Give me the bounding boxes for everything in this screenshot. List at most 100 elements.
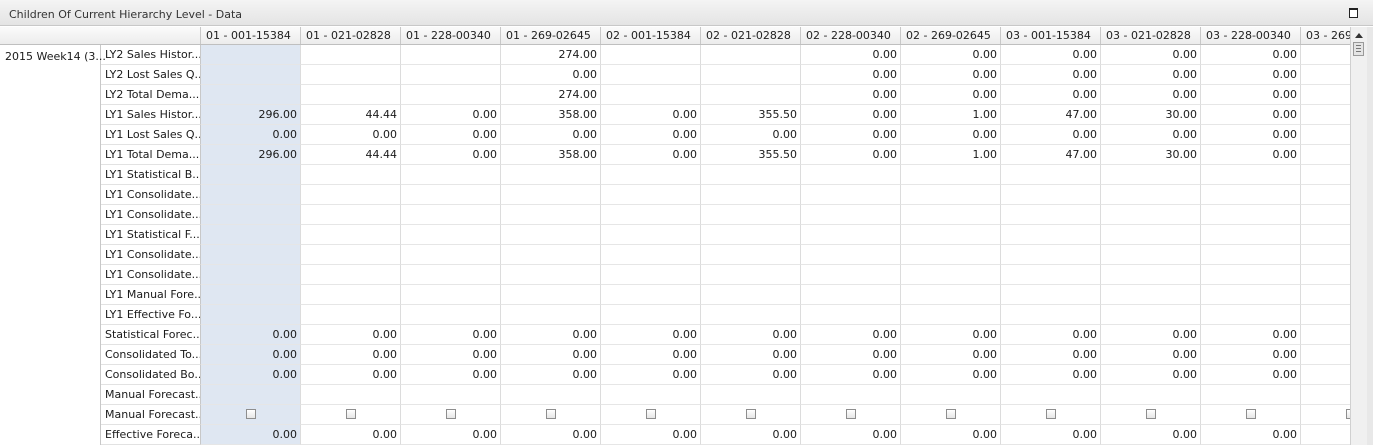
- row-label[interactable]: Statistical Forec...: [101, 325, 201, 345]
- data-cell[interactable]: [701, 405, 801, 425]
- checkbox[interactable]: [346, 409, 356, 419]
- data-cell[interactable]: 44.44: [301, 105, 401, 125]
- data-cell[interactable]: [1201, 265, 1301, 285]
- row-label[interactable]: Effective Foreca...: [101, 425, 201, 445]
- data-cell[interactable]: [1301, 405, 1350, 425]
- checkbox[interactable]: [646, 409, 656, 419]
- data-cell[interactable]: [1101, 225, 1201, 245]
- data-cell[interactable]: 0.00: [401, 145, 501, 165]
- data-cell[interactable]: [201, 185, 301, 205]
- data-cell[interactable]: 0.00: [901, 65, 1001, 85]
- data-cell[interactable]: 0.00: [201, 345, 301, 365]
- data-cell[interactable]: [701, 305, 801, 325]
- data-cell[interactable]: 0.00: [801, 125, 901, 145]
- column-header[interactable]: 02 - 021-02828: [701, 27, 801, 44]
- data-cell[interactable]: [1001, 285, 1101, 305]
- data-cell[interactable]: [401, 285, 501, 305]
- data-cell[interactable]: [801, 305, 901, 325]
- data-cell[interactable]: [201, 405, 301, 425]
- data-cell[interactable]: 0.00: [901, 325, 1001, 345]
- data-cell[interactable]: 0.00: [701, 425, 801, 445]
- data-cell[interactable]: 0.00: [701, 325, 801, 345]
- data-cell[interactable]: 0.00: [1101, 65, 1201, 85]
- data-cell[interactable]: [601, 305, 701, 325]
- data-cell[interactable]: [1101, 405, 1201, 425]
- data-cell[interactable]: 1.00: [901, 105, 1001, 125]
- column-header[interactable]: 03 - 001-15384: [1001, 27, 1101, 44]
- data-cell[interactable]: [301, 205, 401, 225]
- data-cell[interactable]: 0.00: [1001, 45, 1101, 65]
- data-cell[interactable]: [1201, 165, 1301, 185]
- data-cell[interactable]: [1101, 305, 1201, 325]
- data-cell[interactable]: [701, 205, 801, 225]
- data-cell[interactable]: [1001, 185, 1101, 205]
- data-cell[interactable]: [301, 385, 401, 405]
- data-cell[interactable]: [401, 245, 501, 265]
- data-cell[interactable]: 0.00: [401, 345, 501, 365]
- data-cell[interactable]: 0.00: [601, 345, 701, 365]
- data-cell[interactable]: [601, 285, 701, 305]
- data-cell[interactable]: [201, 205, 301, 225]
- data-cell[interactable]: 0.00: [1201, 425, 1301, 445]
- data-cell[interactable]: [601, 165, 701, 185]
- data-cell[interactable]: 0.00: [601, 365, 701, 385]
- data-cell[interactable]: 0.00: [901, 365, 1001, 385]
- checkbox[interactable]: [846, 409, 856, 419]
- data-cell[interactable]: [401, 45, 501, 65]
- data-cell[interactable]: [301, 225, 401, 245]
- data-cell[interactable]: 0.00: [801, 105, 901, 125]
- data-cell[interactable]: 0.00: [1201, 145, 1301, 165]
- data-cell[interactable]: 0.00: [1301, 345, 1350, 365]
- data-cell[interactable]: [501, 225, 601, 245]
- data-cell[interactable]: 0.00: [601, 145, 701, 165]
- data-cell[interactable]: [301, 285, 401, 305]
- data-cell[interactable]: 0.00: [1001, 85, 1101, 105]
- data-cell[interactable]: [1301, 225, 1350, 245]
- data-cell[interactable]: 0.00: [301, 325, 401, 345]
- data-cell[interactable]: 0.00: [501, 125, 601, 145]
- data-cell[interactable]: 296.00: [201, 105, 301, 125]
- data-cell[interactable]: 0.00: [801, 345, 901, 365]
- data-cell[interactable]: 0.00: [401, 105, 501, 125]
- data-cell[interactable]: [701, 185, 801, 205]
- data-cell[interactable]: [801, 265, 901, 285]
- data-cell[interactable]: [501, 305, 601, 325]
- data-cell[interactable]: [1201, 205, 1301, 225]
- data-cell[interactable]: 0.00: [1001, 65, 1101, 85]
- row-label[interactable]: LY1 Effective Fo...: [101, 305, 201, 325]
- column-header[interactable]: 01 - 269-02645: [501, 27, 601, 44]
- data-cell[interactable]: 0.00: [1301, 425, 1350, 445]
- scroll-thumb[interactable]: [1353, 42, 1364, 56]
- data-cell[interactable]: [1201, 225, 1301, 245]
- row-label[interactable]: Manual Forecast...: [101, 405, 201, 425]
- data-cell[interactable]: [401, 305, 501, 325]
- data-cell[interactable]: 355.50: [701, 145, 801, 165]
- data-cell[interactable]: [801, 285, 901, 305]
- data-cell[interactable]: 296.00: [201, 145, 301, 165]
- data-cell[interactable]: 0.00: [201, 325, 301, 345]
- data-cell[interactable]: 0.00: [401, 125, 501, 145]
- data-cell[interactable]: 30.00: [1101, 145, 1201, 165]
- data-cell[interactable]: 0.00: [201, 425, 301, 445]
- data-cell[interactable]: [701, 165, 801, 185]
- data-cell[interactable]: 0.00: [801, 145, 901, 165]
- row-label[interactable]: LY1 Statistical F...: [101, 225, 201, 245]
- data-cell[interactable]: [501, 265, 601, 285]
- data-cell[interactable]: [801, 225, 901, 245]
- data-cell[interactable]: 358.00: [501, 145, 601, 165]
- data-cell[interactable]: [1201, 245, 1301, 265]
- vertical-scrollbar[interactable]: [1350, 27, 1367, 445]
- data-cell[interactable]: [1301, 85, 1350, 105]
- data-cell[interactable]: 0.00: [301, 365, 401, 385]
- column-header[interactable]: 02 - 001-15384: [601, 27, 701, 44]
- row-label[interactable]: LY1 Sales Histor...: [101, 105, 201, 125]
- data-cell[interactable]: [301, 265, 401, 285]
- data-cell[interactable]: 0.00: [801, 65, 901, 85]
- data-cell[interactable]: 0.00: [1201, 85, 1301, 105]
- data-cell[interactable]: [1101, 265, 1201, 285]
- data-cell[interactable]: 0.00: [1201, 105, 1301, 125]
- data-cell[interactable]: [1101, 185, 1201, 205]
- column-header[interactable]: 01 - 021-02828: [301, 27, 401, 44]
- row-label[interactable]: LY1 Consolidate...: [101, 185, 201, 205]
- row-label[interactable]: Consolidated To...: [101, 345, 201, 365]
